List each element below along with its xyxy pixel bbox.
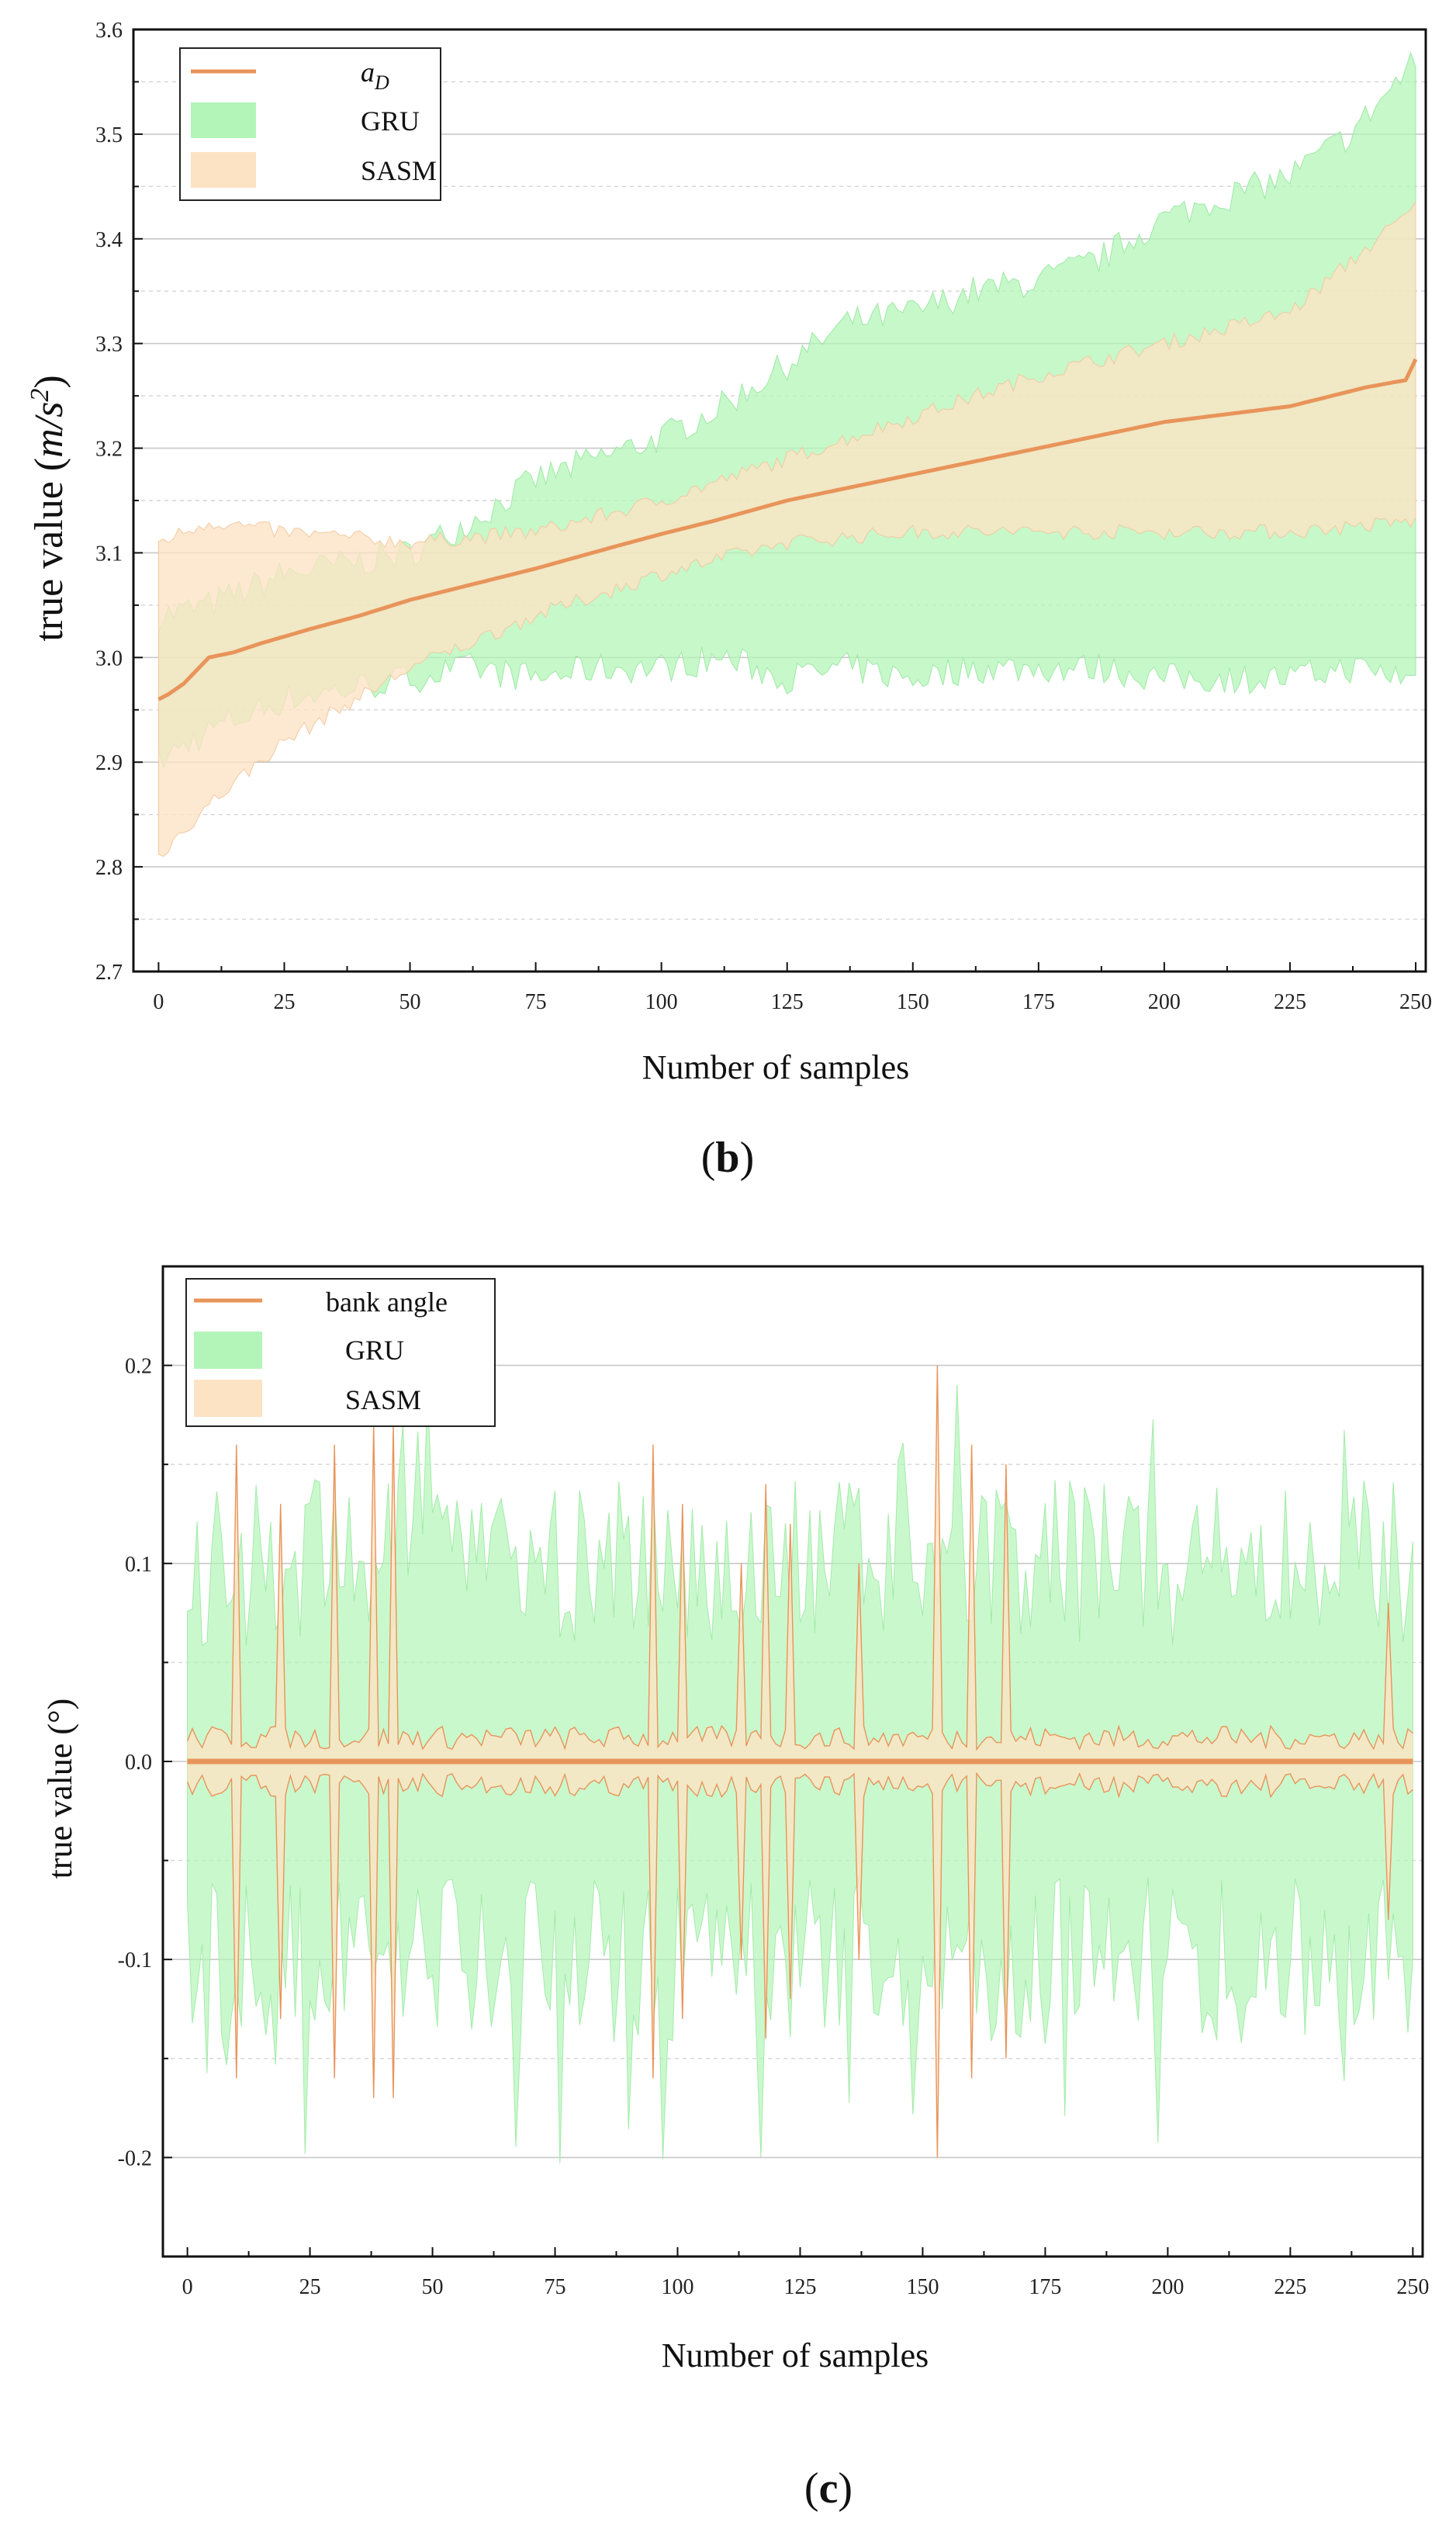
panel-caption-b: (b) xyxy=(701,1134,754,1182)
panel-caption-c: (c) xyxy=(804,2464,853,2513)
y-axis-label: true value (m/s2) xyxy=(26,375,71,641)
y-tick-label: 3.6 xyxy=(95,19,123,43)
y-tick-label: 3.3 xyxy=(95,333,123,357)
legend-swatch-gru xyxy=(191,102,256,138)
bands xyxy=(157,51,1416,857)
x-tick-label: 125 xyxy=(783,2275,816,2299)
y-axis-label: true value (°) xyxy=(41,1699,79,1879)
x-tick-label: 175 xyxy=(1022,990,1055,1014)
x-tick-label: 25 xyxy=(273,990,295,1014)
x-tick-label: 250 xyxy=(1396,2275,1429,2299)
x-tick-label: 50 xyxy=(399,990,421,1014)
y-tick-label: 2.8 xyxy=(95,856,123,880)
x-tick-label: 0 xyxy=(182,2275,193,2299)
band-sasm xyxy=(157,199,1416,857)
legend-label-sasm: SASM xyxy=(361,155,437,186)
y-tick-label: 2.9 xyxy=(95,751,123,775)
legend-label-gru: GRU xyxy=(345,1335,404,1366)
x-tick-label: 175 xyxy=(1029,2275,1061,2299)
legend: bank angle GRU SASM xyxy=(185,1278,496,1427)
y-tick-label: 0.2 xyxy=(125,1355,152,1379)
y-tick-label: -0.1 xyxy=(118,1948,152,1973)
x-tick-label: 100 xyxy=(662,2275,694,2299)
chart-panel-c: -0.2 -0.1 0.0 0.1 0.2 0 25 50 75 100 125 150 175 200 2… xyxy=(41,1265,1430,2513)
axis-ticks: -0.2 -0.1 0.0 0.1 0.2 0 25 50 75 100 125 150 175 200 2… xyxy=(118,1355,1430,2299)
x-tick-label: 225 xyxy=(1274,990,1306,1014)
series-line xyxy=(157,358,1418,701)
x-tick-label: 200 xyxy=(1151,2275,1184,2299)
y-tick-label: 3.4 xyxy=(95,228,123,252)
x-axis-label: Number of samples xyxy=(662,2336,929,2374)
legend-label-bank-angle: bank angle xyxy=(326,1287,448,1318)
x-tick-label: 250 xyxy=(1399,990,1432,1014)
bands xyxy=(186,1365,1413,2164)
x-tick-label: 75 xyxy=(545,2275,566,2299)
x-tick-label: 75 xyxy=(525,990,547,1014)
band-sasm-upper-edge xyxy=(186,1365,1413,1751)
x-tick-label: 150 xyxy=(906,2275,939,2299)
y-tick-label: 3.5 xyxy=(95,123,123,147)
y-tick-label: 2.7 xyxy=(95,961,123,985)
y-tick-label: 3.1 xyxy=(95,542,123,566)
x-tick-label: 50 xyxy=(422,2275,444,2299)
y-tick-label: -0.2 xyxy=(118,2146,152,2170)
y-tick-label: 3.2 xyxy=(95,438,123,462)
y-tick-label: 0.0 xyxy=(125,1751,152,1775)
x-axis-label: Number of samples xyxy=(642,1048,910,1086)
legend-label-sasm: SASM xyxy=(345,1384,421,1415)
legend-swatch-sasm xyxy=(191,152,256,188)
x-tick-label: 200 xyxy=(1148,990,1181,1014)
x-tick-label: 100 xyxy=(645,990,678,1014)
x-tick-label: 150 xyxy=(897,990,929,1014)
legend-label-gru: GRU xyxy=(361,106,420,137)
legend-label-ad: aD xyxy=(361,57,389,94)
y-tick-label: 3.0 xyxy=(95,646,123,670)
band-sasm-lower-edge xyxy=(186,1772,1413,2158)
x-tick-label: 225 xyxy=(1274,2275,1306,2299)
x-tick-label: 25 xyxy=(299,2275,321,2299)
axis-ticks: 2.7 2.8 2.9 3.0 3.1 3.2 3.3 3.4 3.5 3.6 0 25 50 75 100… xyxy=(95,19,1432,1014)
x-tick-label: 0 xyxy=(153,990,164,1014)
y-tick-label: 0.1 xyxy=(125,1553,152,1577)
legend-swatch-gru xyxy=(194,1332,262,1369)
x-tick-label: 125 xyxy=(771,990,804,1014)
chart-panel-b: 2.7 2.8 2.9 3.0 3.1 3.2 3.3 3.4 3.5 3.6 0 25 50 75 100… xyxy=(26,19,1432,1182)
series-line-ad xyxy=(157,358,1418,701)
legend-swatch-sasm xyxy=(194,1380,262,1417)
legend: aD GRU SASM xyxy=(179,47,441,201)
